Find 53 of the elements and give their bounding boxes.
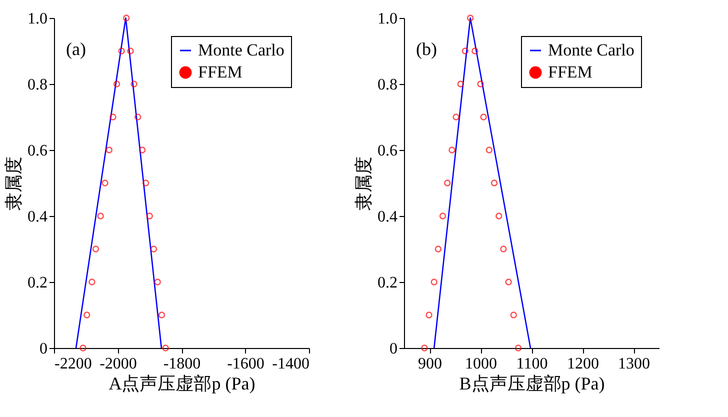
point <box>486 146 493 154</box>
annotation: (a) <box>66 39 86 59</box>
point <box>477 80 484 88</box>
point <box>496 212 502 220</box>
x-tick-label: 1000 <box>465 356 497 372</box>
y-tick-label: 0.2 <box>28 274 48 292</box>
x-tick-label: 1300 <box>618 356 650 372</box>
point <box>505 278 512 286</box>
legend-label: FFEM <box>198 62 242 82</box>
point <box>452 114 460 120</box>
legend-label: Monte Carlo <box>548 40 634 60</box>
point <box>490 180 498 186</box>
x-tick-label: -2000 <box>100 356 137 372</box>
point <box>466 14 474 22</box>
point <box>500 246 507 252</box>
x-axis-title: A点声压虚部p (Pa) <box>108 374 256 394</box>
point <box>462 48 469 54</box>
point <box>457 80 464 88</box>
x-tick-label: -1800 <box>163 356 201 372</box>
x-tick-label: 900 <box>418 356 442 372</box>
legend-label: Monte Carlo <box>198 40 284 60</box>
point <box>421 344 428 352</box>
point <box>434 246 442 252</box>
x-tick-label: 1100 <box>516 356 548 372</box>
y-axis-title: 隶属度 <box>354 156 374 210</box>
x-tick-label: -2200 <box>54 356 92 372</box>
annotation: (b) <box>416 39 437 59</box>
y-tick-label: 0.2 <box>378 274 398 292</box>
y-tick-label: 0.6 <box>378 142 398 160</box>
point <box>480 114 487 120</box>
y-tick-label: 0 <box>390 340 398 358</box>
point <box>448 146 456 154</box>
x-tick-label: -1600 <box>227 356 264 372</box>
x-tick-label: -1400 <box>272 356 310 372</box>
legend-label: FFEM <box>548 62 592 82</box>
y-tick-label: 0.8 <box>378 76 398 94</box>
point <box>514 344 522 352</box>
y-tick-label: 0 <box>40 340 48 358</box>
point <box>439 212 446 220</box>
y-tick-label: 0.4 <box>378 208 398 226</box>
point <box>444 180 451 186</box>
y-axis-title: 隶属度 <box>4 156 24 210</box>
point <box>426 312 432 318</box>
point <box>472 48 478 54</box>
point <box>430 278 438 286</box>
y-tick-label: 0.8 <box>28 76 48 94</box>
y-tick-label: 0.6 <box>28 142 48 160</box>
x-axis-title: B点声压虚部p (Pa) <box>459 374 605 394</box>
y-tick-label: 1.0 <box>28 10 48 28</box>
y-tick-label: 0.4 <box>28 208 48 226</box>
x-tick-label: 1200 <box>567 356 599 372</box>
y-tick-label: 1.0 <box>378 10 398 28</box>
point <box>510 312 517 318</box>
